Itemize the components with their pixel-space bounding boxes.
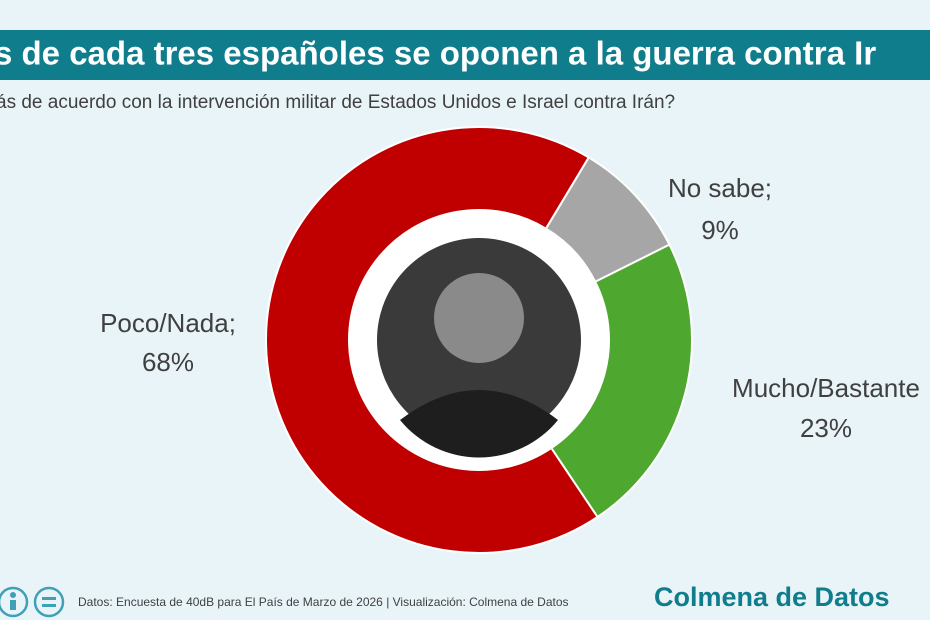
icon [10, 600, 16, 610]
portrait-suit [400, 390, 558, 458]
icon [0, 586, 29, 618]
chart-title: s de cada tres españoles se oponen a la … [0, 35, 876, 72]
value-label: 9% [701, 215, 739, 245]
icon [42, 597, 56, 600]
slice-label: Mucho/Bastante [732, 373, 920, 403]
icon [42, 604, 56, 607]
chart-subtitle: ás de acuerdo con la intervención milita… [0, 92, 675, 113]
brand: Colmena de Datos [654, 582, 890, 612]
value-label: 23% [800, 413, 852, 443]
donut [265, 126, 693, 554]
source: Datos: Encuesta de 40dB para El País de … [78, 595, 569, 609]
title-bar [0, 30, 930, 80]
slice-label: Poco/Nada; [100, 308, 236, 338]
portrait-face [434, 273, 524, 363]
value-label: 68% [142, 347, 194, 377]
footer-icons [0, 586, 65, 618]
icon [10, 592, 16, 598]
icon [33, 586, 65, 618]
slice-label: No sabe; [668, 173, 772, 203]
